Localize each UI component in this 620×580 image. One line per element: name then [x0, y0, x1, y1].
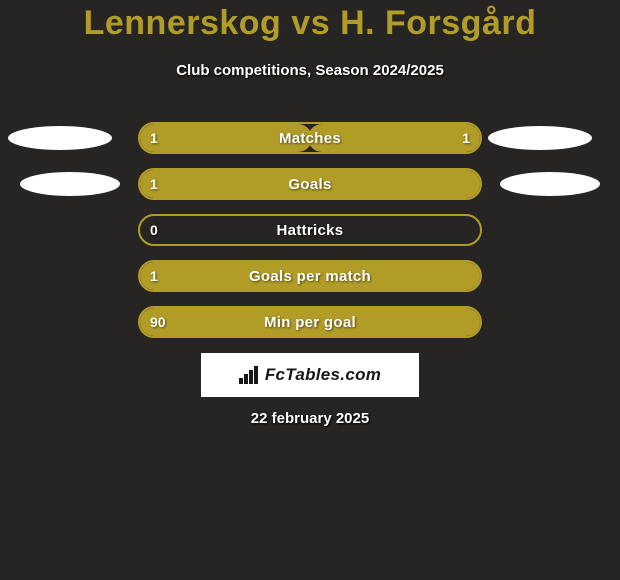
comparison-infographic: Lennerskog vs H. Forsgård Club competiti… [0, 0, 620, 580]
stat-fill-left [140, 262, 482, 290]
page-title: Lennerskog vs H. Forsgård [0, 4, 620, 43]
player-right-name: H. Forsgård [340, 4, 536, 42]
stat-value-left: 1 [150, 168, 158, 200]
stat-track [138, 306, 482, 338]
ellipse-right [488, 126, 592, 150]
stat-track [138, 168, 482, 200]
stat-value-left: 1 [150, 122, 158, 154]
stats-chart: Matches11Goals1Hattricks0Goals per match… [0, 122, 620, 352]
stat-row: Goals1 [0, 168, 620, 200]
stat-value-right: 1 [462, 122, 470, 154]
stat-value-left: 1 [150, 260, 158, 292]
stat-fill-right [308, 124, 480, 152]
ellipse-right [500, 172, 600, 196]
vs-separator: vs [291, 4, 330, 42]
stat-fill-left [140, 170, 482, 198]
ellipse-left [8, 126, 112, 150]
brand-text: FcTables.com [265, 365, 381, 385]
date-line: 22 february 2025 [0, 410, 620, 427]
stat-fill-left [140, 124, 312, 152]
stat-fill-left [140, 308, 482, 336]
stat-track [138, 122, 482, 154]
stat-row: Min per goal90 [0, 306, 620, 338]
brand-box: FcTables.com [201, 353, 419, 397]
stat-row: Hattricks0 [0, 214, 620, 246]
bars-icon [239, 366, 261, 384]
ellipse-left [20, 172, 120, 196]
stat-track [138, 260, 482, 292]
stat-value-left: 90 [150, 306, 166, 338]
stat-track [138, 214, 482, 246]
subtitle: Club competitions, Season 2024/2025 [0, 62, 620, 79]
stat-row: Matches11 [0, 122, 620, 154]
brand-label: FcTables.com [239, 365, 381, 385]
stat-row: Goals per match1 [0, 260, 620, 292]
player-left-name: Lennerskog [84, 4, 282, 42]
stat-value-left: 0 [150, 214, 158, 246]
